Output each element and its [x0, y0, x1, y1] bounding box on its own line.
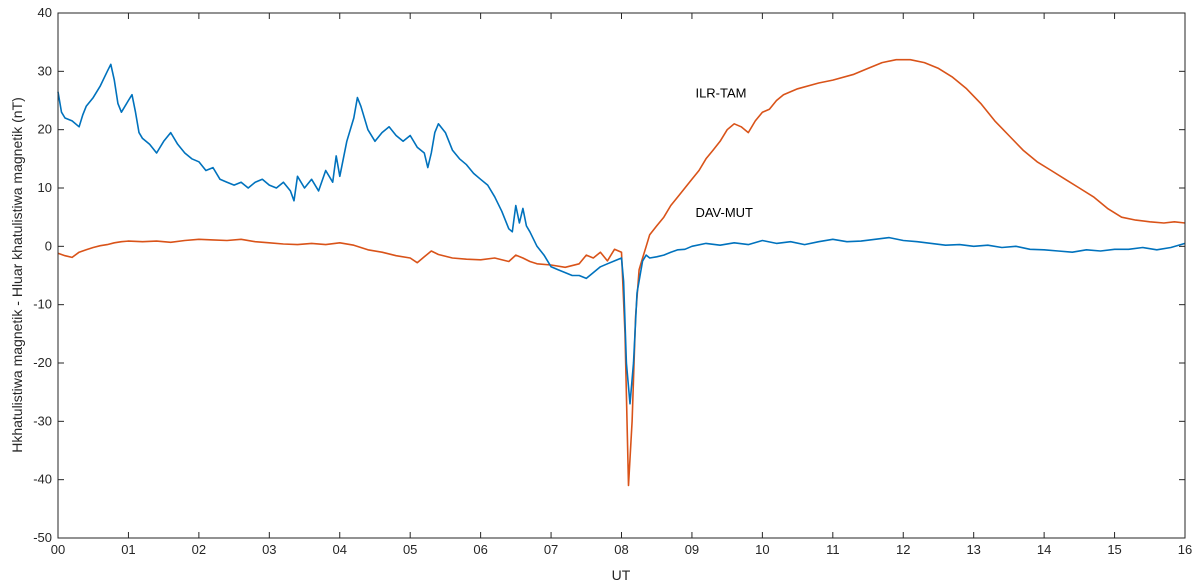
- x-tick-label: 02: [192, 542, 206, 557]
- annotations: ILR-TAM DAV-MUT: [695, 86, 753, 221]
- x-tick-label: 13: [966, 542, 980, 557]
- y-tick-label: -40: [33, 472, 52, 487]
- x-tick-label: 01: [121, 542, 135, 557]
- y-tick-label: 30: [38, 63, 52, 78]
- x-tick-label: 08: [614, 542, 628, 557]
- x-tick-label: 06: [473, 542, 487, 557]
- series-layer: [57, 58, 1186, 487]
- y-tick-label: -30: [33, 413, 52, 428]
- x-tick-label: 14: [1037, 542, 1051, 557]
- y-tick-label: 0: [45, 238, 52, 253]
- y-tick-label: -10: [33, 297, 52, 312]
- x-tick-label: 04: [333, 542, 347, 557]
- y-axis: -50 -40 -30 -20 -10 0 10 20 30 40: [33, 5, 1185, 545]
- y-axis-title: Hkhatulistiwa magnetik - Hluar khatulist…: [9, 97, 25, 453]
- plot-background: [58, 13, 1185, 538]
- x-tick-label: 10: [755, 542, 769, 557]
- y-tick-label: -20: [33, 355, 52, 370]
- y-tick-label: 20: [38, 122, 52, 137]
- x-tick-label: 12: [896, 542, 910, 557]
- x-axis-title: UT: [612, 567, 631, 583]
- series-line-dav-mut: [57, 63, 1186, 405]
- x-axis: 00 01 02 03 04 05 06 07 08 09 10 11 12 13 14 15 16: [51, 13, 1192, 557]
- x-tick-label: 16: [1178, 542, 1192, 557]
- y-tick-label: 10: [38, 180, 52, 195]
- x-tick-label: 05: [403, 542, 417, 557]
- x-tick-label: 15: [1107, 542, 1121, 557]
- x-tick-label: 07: [544, 542, 558, 557]
- x-tick-label: 03: [262, 542, 276, 557]
- x-tick-label: 09: [685, 542, 699, 557]
- series-line-ilr-tam: [57, 58, 1186, 487]
- y-tick-label: -50: [33, 530, 52, 545]
- y-tick-label: 40: [38, 5, 52, 20]
- x-tick-label: 11: [826, 542, 840, 557]
- x-tick-label: 00: [51, 542, 65, 557]
- series-annotation-ilr-tam: ILR-TAM: [695, 86, 746, 101]
- series-annotation-dav-mut: DAV-MUT: [695, 205, 753, 220]
